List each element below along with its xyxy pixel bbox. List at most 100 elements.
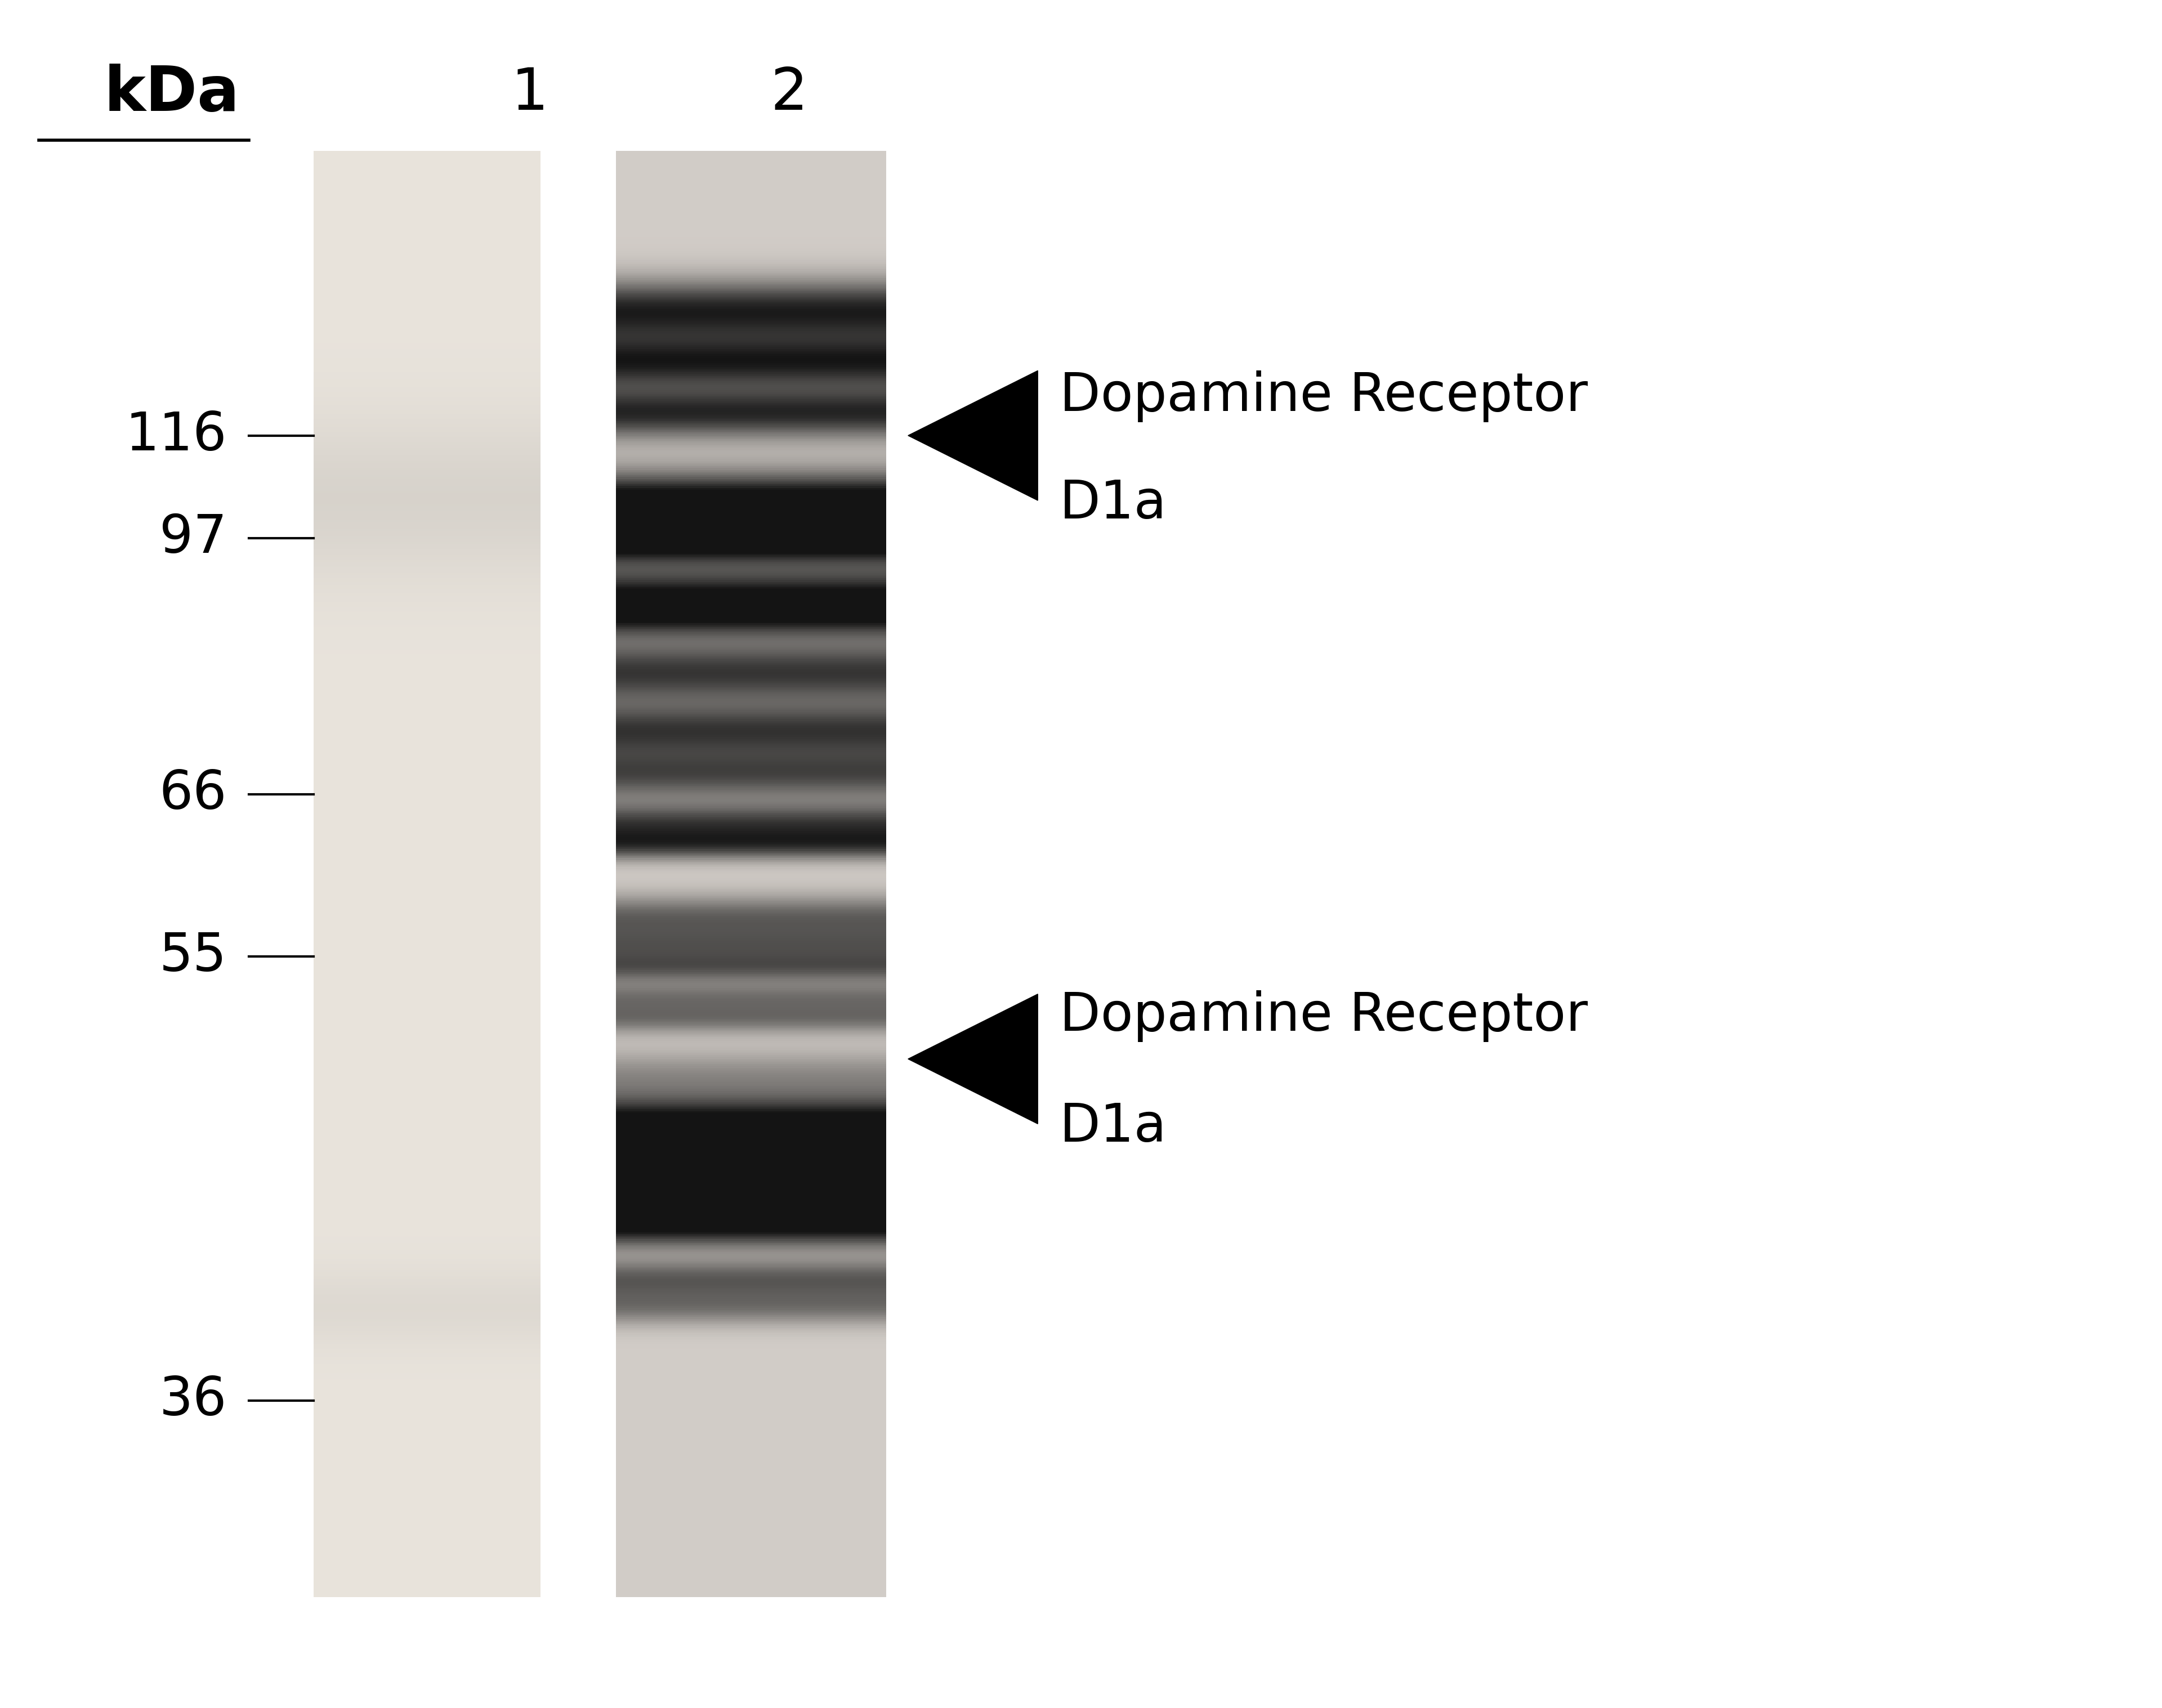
- Bar: [313, 1500, 540, 1503]
- Bar: [616, 834, 886, 837]
- Bar: [616, 1435, 886, 1438]
- Bar: [313, 670, 540, 673]
- Bar: [616, 301, 886, 304]
- Bar: [616, 1501, 886, 1505]
- Bar: [616, 1064, 886, 1068]
- Bar: [313, 321, 540, 323]
- Bar: [616, 810, 886, 813]
- Bar: [313, 611, 540, 615]
- Bar: [616, 1573, 886, 1575]
- Bar: [313, 326, 540, 330]
- Bar: [313, 1436, 540, 1440]
- Bar: [616, 548, 886, 552]
- Bar: [616, 1259, 886, 1261]
- Bar: [616, 1151, 886, 1155]
- Bar: [616, 572, 886, 574]
- Bar: [313, 687, 540, 690]
- Bar: [313, 330, 540, 333]
- Bar: [616, 622, 886, 625]
- Bar: [313, 354, 540, 355]
- Bar: [616, 1493, 886, 1496]
- Bar: [616, 693, 886, 695]
- Bar: [616, 793, 886, 794]
- Bar: [616, 934, 886, 938]
- Bar: [616, 1426, 886, 1430]
- Bar: [313, 420, 540, 424]
- Bar: [313, 1266, 540, 1269]
- Bar: [313, 1057, 540, 1061]
- Bar: [313, 171, 540, 174]
- Bar: [313, 974, 540, 975]
- Text: 55: 55: [160, 931, 227, 982]
- Bar: [616, 398, 886, 401]
- Bar: [313, 733, 540, 736]
- Bar: [616, 1590, 886, 1594]
- Bar: [313, 523, 540, 526]
- Bar: [616, 1086, 886, 1090]
- Bar: [313, 738, 540, 741]
- Bar: [313, 1136, 540, 1138]
- Bar: [313, 1435, 540, 1438]
- Bar: [313, 1399, 540, 1402]
- Bar: [616, 576, 886, 579]
- Bar: [313, 1348, 540, 1351]
- Bar: [616, 743, 886, 746]
- Bar: [313, 830, 540, 834]
- Bar: [616, 1199, 886, 1201]
- Bar: [313, 217, 540, 220]
- Bar: [313, 1177, 540, 1180]
- Bar: [313, 656, 540, 659]
- Bar: [313, 922, 540, 926]
- Bar: [313, 883, 540, 885]
- Bar: [616, 285, 886, 287]
- Bar: [616, 181, 886, 184]
- Bar: [313, 828, 540, 832]
- Bar: [313, 1541, 540, 1542]
- Bar: [313, 953, 540, 956]
- Bar: [616, 552, 886, 555]
- Bar: [616, 828, 886, 832]
- Bar: [616, 403, 886, 407]
- Bar: [313, 1385, 540, 1387]
- Bar: [616, 789, 886, 791]
- Bar: [616, 1057, 886, 1061]
- Bar: [616, 890, 886, 893]
- Bar: [313, 760, 540, 762]
- Bar: [313, 1402, 540, 1406]
- Bar: [313, 516, 540, 519]
- Bar: [313, 427, 540, 430]
- Bar: [313, 1411, 540, 1414]
- Bar: [313, 1073, 540, 1074]
- Bar: [313, 866, 540, 869]
- Bar: [616, 830, 886, 834]
- Bar: [313, 921, 540, 924]
- Bar: [313, 1430, 540, 1433]
- Bar: [616, 202, 886, 205]
- Bar: [313, 1334, 540, 1337]
- Bar: [616, 497, 886, 500]
- Bar: [313, 176, 540, 179]
- Bar: [616, 331, 886, 335]
- Bar: [313, 951, 540, 955]
- Bar: [616, 278, 886, 282]
- Bar: [616, 1190, 886, 1194]
- Bar: [313, 804, 540, 808]
- Bar: [313, 1493, 540, 1496]
- Bar: [313, 335, 540, 338]
- Bar: [313, 781, 540, 784]
- Bar: [616, 1149, 886, 1153]
- Bar: [313, 757, 540, 758]
- Bar: [616, 1179, 886, 1182]
- Bar: [313, 564, 540, 567]
- Bar: [616, 859, 886, 863]
- Bar: [313, 1252, 540, 1255]
- Bar: [616, 1348, 886, 1351]
- Bar: [616, 173, 886, 176]
- Bar: [616, 391, 886, 395]
- Bar: [616, 804, 886, 808]
- Bar: [616, 1419, 886, 1421]
- Bar: [313, 796, 540, 799]
- Bar: [313, 1327, 540, 1329]
- Bar: [616, 424, 886, 427]
- Bar: [313, 210, 540, 214]
